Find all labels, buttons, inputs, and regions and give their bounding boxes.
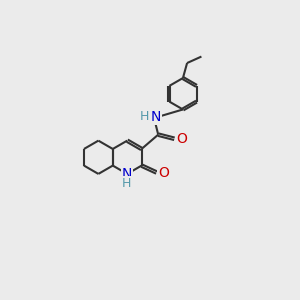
Text: O: O	[159, 166, 170, 179]
Text: H: H	[140, 110, 149, 123]
Text: H: H	[121, 177, 131, 190]
Text: N: N	[151, 110, 161, 124]
Text: O: O	[176, 132, 187, 146]
Text: N: N	[122, 167, 132, 181]
